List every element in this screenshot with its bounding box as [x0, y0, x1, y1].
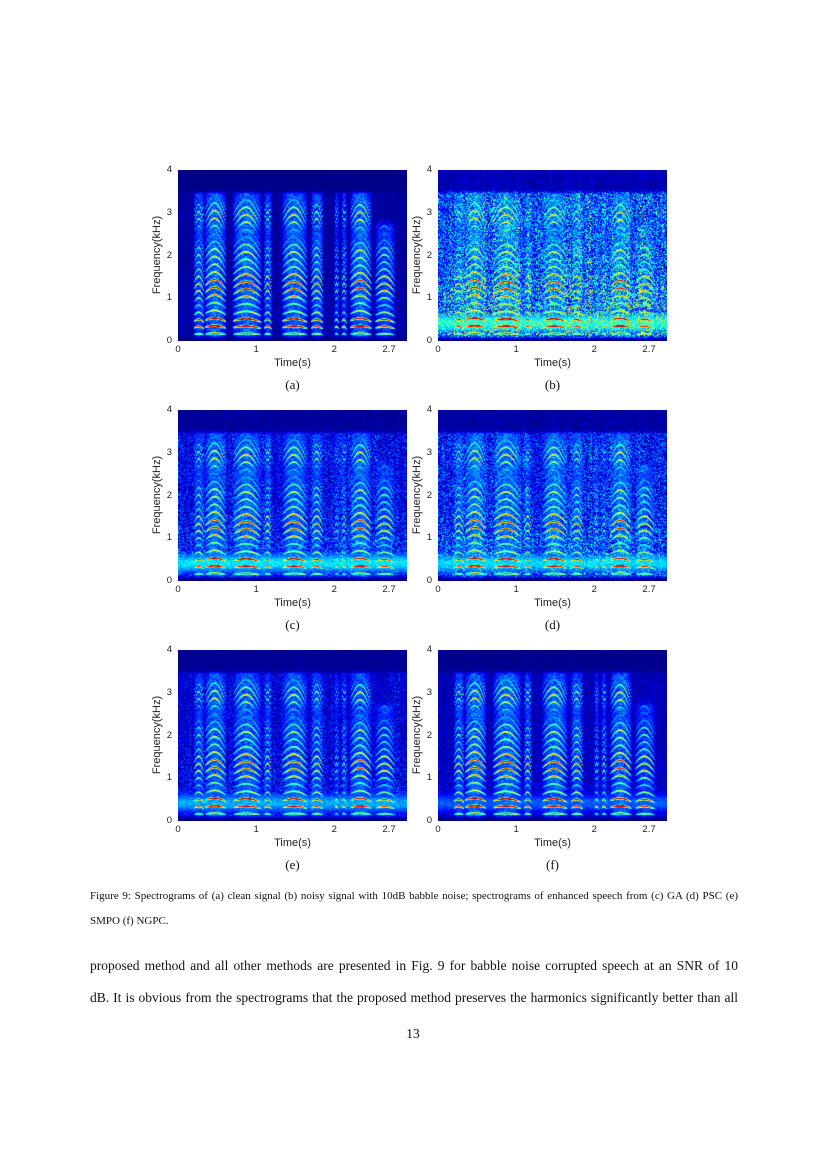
- y-tick-label: 0: [426, 815, 432, 826]
- y-tick-label: 1: [166, 292, 172, 304]
- x-tick-label: 2: [331, 344, 337, 355]
- y-tick-label: 2: [166, 249, 172, 261]
- x-tick-label: 1: [513, 584, 519, 595]
- x-tick-label: 0: [175, 344, 181, 355]
- y-tick-label: 2: [166, 729, 172, 741]
- body-line-2: dB. It is obvious from the spectrograms …: [90, 990, 738, 1005]
- x-tick-label: 2.7: [382, 344, 396, 355]
- spectrogram-image: [438, 170, 667, 341]
- x-tick-label: 2: [591, 584, 597, 595]
- x-tick-label: 0: [175, 824, 181, 835]
- y-tick-label: 4: [426, 404, 432, 415]
- spectrogram-image: [438, 650, 667, 821]
- figure-caption: Figure 9: Spectrograms of (a) clean sign…: [90, 884, 738, 934]
- y-tick-label: 0: [426, 335, 432, 346]
- y-tick-label: 2: [426, 249, 432, 261]
- y-tick-label: 1: [426, 772, 432, 784]
- y-tick-label: 4: [166, 404, 172, 415]
- y-tick-label: 3: [426, 446, 432, 458]
- spectrogram-image: [438, 410, 667, 581]
- x-tick-label: 1: [253, 824, 259, 835]
- x-axis-label: Time(s): [274, 837, 311, 849]
- x-tick-label: 0: [175, 584, 181, 595]
- x-tick-label: 2.7: [382, 824, 396, 835]
- x-tick-label: 2: [331, 824, 337, 835]
- spectrogram-image: [178, 650, 407, 821]
- panel-letter: (e): [285, 857, 300, 872]
- y-tick-label: 0: [166, 815, 172, 826]
- y-tick-label: 3: [426, 686, 432, 698]
- y-tick-label: 2: [166, 489, 172, 501]
- x-tick-label: 1: [513, 344, 519, 355]
- x-tick-label: 2.7: [642, 584, 656, 595]
- panel-letter: (c): [285, 617, 300, 632]
- y-tick-label: 4: [166, 164, 172, 175]
- figure-caption-line-2: SMPO (f) NGPC.: [90, 915, 169, 927]
- spectrogram-image: [178, 170, 407, 341]
- x-tick-label: 1: [253, 344, 259, 355]
- x-tick-label: 0: [435, 584, 441, 595]
- x-axis-label: Time(s): [274, 597, 311, 609]
- y-tick-label: 4: [426, 644, 432, 655]
- y-tick-label: 0: [426, 575, 432, 586]
- panel-letter: (a): [285, 377, 300, 392]
- y-tick-label: 3: [166, 686, 172, 698]
- y-tick-label: 2: [426, 729, 432, 741]
- figure-caption-line-1: Figure 9: Spectrograms of (a) clean sign…: [90, 890, 738, 902]
- x-axis-label: Time(s): [534, 597, 571, 609]
- y-tick-label: 2: [426, 489, 432, 501]
- x-tick-label: 0: [435, 344, 441, 355]
- y-tick-label: 3: [426, 206, 432, 218]
- y-tick-label: 1: [426, 292, 432, 304]
- x-tick-label: 1: [253, 584, 259, 595]
- page-number: 13: [406, 1026, 420, 1041]
- x-tick-label: 2: [331, 584, 337, 595]
- x-tick-label: 2.7: [642, 824, 656, 835]
- y-tick-label: 4: [166, 644, 172, 655]
- panel-letter: (d): [544, 617, 561, 632]
- y-tick-label: 4: [426, 164, 432, 175]
- x-tick-label: 2.7: [382, 584, 396, 595]
- x-tick-label: 2: [591, 344, 597, 355]
- y-tick-label: 0: [166, 575, 172, 586]
- x-tick-label: 2: [591, 824, 597, 835]
- panel-letter: (f): [546, 857, 559, 872]
- y-tick-label: 1: [426, 532, 432, 544]
- body-line-1: proposed method and all other methods ar…: [90, 958, 738, 973]
- y-tick-label: 3: [166, 446, 172, 458]
- panel-letter: (b): [544, 377, 561, 392]
- x-axis-label: Time(s): [534, 837, 571, 849]
- x-tick-label: 1: [513, 824, 519, 835]
- y-tick-label: 1: [166, 772, 172, 784]
- y-tick-label: 1: [166, 532, 172, 544]
- body-paragraph: proposed method and all other methods ar…: [90, 950, 738, 1014]
- x-tick-label: 2.7: [642, 344, 656, 355]
- y-tick-label: 0: [166, 335, 172, 346]
- x-axis-label: Time(s): [534, 357, 571, 369]
- x-axis-label: Time(s): [274, 357, 311, 369]
- spectrogram-image: [178, 410, 407, 581]
- x-tick-label: 0: [435, 824, 441, 835]
- y-tick-label: 3: [166, 206, 172, 218]
